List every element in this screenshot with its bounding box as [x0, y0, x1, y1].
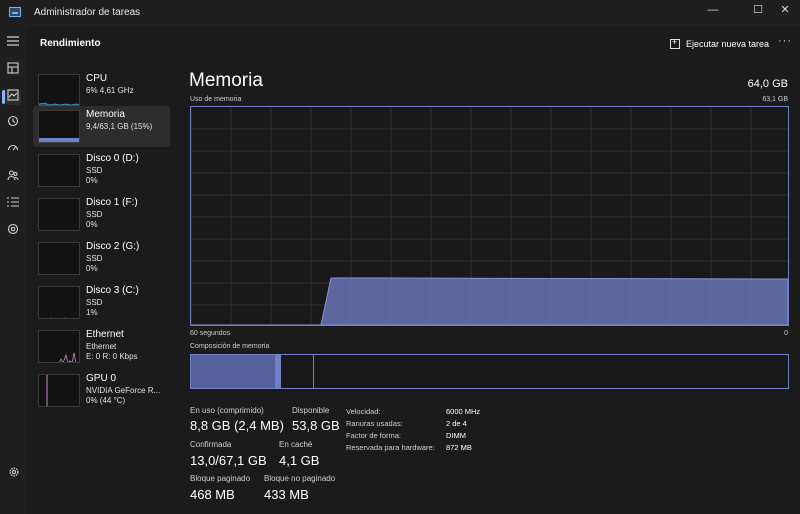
- disk-0-thumbnail: [38, 154, 80, 187]
- services-icon[interactable]: [5, 223, 21, 239]
- device-type: SSD: [86, 166, 103, 175]
- memory-usage-max: 63,1 GB: [762, 96, 788, 103]
- device-cpu[interactable]: CPU 6% 4,61 GHz: [33, 70, 170, 111]
- committed-value: 13,0/67,1 GB: [190, 453, 267, 468]
- task-manager-app-icon: [9, 7, 21, 17]
- maximize-button[interactable]: ☐: [753, 4, 763, 16]
- run-new-task-label: Ejecutar nueva tarea: [686, 39, 770, 49]
- device-usage: 0%: [86, 264, 98, 273]
- time-axis-end: 0: [784, 330, 788, 337]
- gpu-0-thumbnail: [38, 374, 80, 407]
- device-usage: 0%: [86, 176, 98, 185]
- page-title: Rendimiento: [40, 38, 101, 49]
- total-memory: 64,0 GB: [747, 78, 788, 90]
- device-type: SSD: [86, 298, 103, 307]
- hardware-reserved-label: Reservada para hardware:: [346, 443, 435, 452]
- hardware-reserved-value: 872 MB: [446, 443, 472, 452]
- active-indicator: [2, 90, 5, 104]
- device-memory[interactable]: Memoria 9,4/63,1 GB (15%): [33, 106, 170, 147]
- device-name: Disco 2 (G:): [86, 241, 140, 252]
- users-icon[interactable]: [5, 169, 21, 185]
- minimize-button[interactable]: —: [707, 4, 719, 16]
- paged-pool-value: 468 MB: [190, 487, 235, 502]
- device-name: CPU: [86, 73, 108, 84]
- more-options-button[interactable]: ···: [778, 35, 792, 47]
- in-use-value: 8,8 GB (2,4 MB): [190, 418, 284, 433]
- device-name: Disco 1 (F:): [86, 197, 138, 208]
- memory-usage-label: Uso de memoria: [190, 96, 242, 103]
- speed-label: Velocidad:: [346, 407, 381, 416]
- new-task-icon: [670, 37, 680, 49]
- panel-title: Memoria: [189, 70, 263, 91]
- cached-value: 4,1 GB: [279, 453, 320, 468]
- memory-usage-graph: [190, 106, 789, 326]
- device-gpu-0[interactable]: GPU 0 NVIDIA GeForce R... 0% (44 °C): [33, 370, 170, 411]
- app-history-icon[interactable]: [5, 115, 21, 131]
- processes-icon[interactable]: [5, 62, 21, 78]
- device-name: Memoria: [86, 109, 125, 120]
- device-ethernet[interactable]: Ethernet Ethernet E: 0 R: 0 Kbps: [33, 326, 170, 367]
- details-icon[interactable]: [5, 196, 21, 212]
- device-name: Ethernet: [86, 329, 124, 340]
- memory-usage-chart: [190, 107, 789, 326]
- paged-pool-label: Bloque paginado: [190, 474, 251, 483]
- memory-thumbnail: [38, 110, 80, 143]
- device-disk-2[interactable]: Disco 2 (G:) SSD 0%: [33, 238, 170, 279]
- composition-in-use: [191, 355, 275, 388]
- slots-value: 2 de 4: [446, 419, 467, 428]
- device-type: SSD: [86, 210, 103, 219]
- available-label: Disponible: [292, 406, 330, 415]
- memory-composition-label: Composición de memoria: [190, 343, 270, 350]
- device-disk-3[interactable]: Disco 3 (C:) SSD 1%: [33, 282, 170, 323]
- performance-icon[interactable]: [5, 89, 21, 105]
- device-detail: 9,4/63,1 GB (15%): [86, 122, 153, 131]
- memory-composition-bar: [190, 354, 789, 389]
- composition-standby: [281, 355, 314, 388]
- in-use-label: En uso (comprimido): [190, 406, 264, 415]
- committed-label: Confirmada: [190, 440, 232, 449]
- menu-icon[interactable]: [5, 35, 21, 51]
- available-value: 53,8 GB: [292, 418, 340, 433]
- startup-icon[interactable]: [5, 142, 21, 158]
- disk-1-thumbnail: [38, 198, 80, 231]
- nonpaged-pool-value: 433 MB: [264, 487, 309, 502]
- device-name: GPU 0: [86, 373, 117, 384]
- title-bar: Administrador de tareas — ☐ ✕: [0, 0, 800, 26]
- close-button[interactable]: ✕: [780, 4, 790, 16]
- device-usage: 0% (44 °C): [86, 396, 126, 405]
- time-axis-start: 60 segundos: [190, 330, 231, 337]
- cpu-thumbnail: [38, 74, 80, 107]
- slots-label: Ranuras usadas:: [346, 419, 403, 428]
- device-usage: 0%: [86, 220, 98, 229]
- cached-label: En caché: [279, 440, 313, 449]
- form-factor-value: DIMM: [446, 431, 466, 440]
- ethernet-thumbnail: [38, 330, 80, 363]
- device-type: SSD: [86, 254, 103, 263]
- device-usage: 1%: [86, 308, 98, 317]
- navigation-rail: [0, 26, 26, 514]
- composition-modified: [275, 355, 281, 388]
- window-title: Administrador de tareas: [34, 7, 141, 18]
- disk-3-thumbnail: [38, 286, 80, 319]
- run-new-task-button[interactable]: Ejecutar nueva tarea: [670, 36, 769, 52]
- device-throughput: E: 0 R: 0 Kbps: [86, 352, 138, 361]
- device-type: Ethernet: [86, 342, 117, 351]
- form-factor-label: Factor de forma:: [346, 431, 402, 440]
- memory-usage-area: [191, 277, 789, 326]
- disk-2-thumbnail: [38, 242, 80, 275]
- device-detail: 6% 4,61 GHz: [86, 86, 134, 95]
- device-model: NVIDIA GeForce R...: [86, 386, 161, 395]
- device-disk-0[interactable]: Disco 0 (D:) SSD 0%: [33, 150, 170, 191]
- device-name: Disco 3 (C:): [86, 285, 139, 296]
- device-name: Disco 0 (D:): [86, 153, 139, 164]
- device-disk-1[interactable]: Disco 1 (F:) SSD 0%: [33, 194, 170, 235]
- speed-value: 6000 MHz: [446, 407, 481, 416]
- settings-icon[interactable]: [7, 466, 21, 480]
- content-area: Rendimiento Ejecutar nueva tarea ··· CPU…: [26, 26, 800, 514]
- nonpaged-pool-label: Bloque no paginado: [264, 474, 336, 483]
